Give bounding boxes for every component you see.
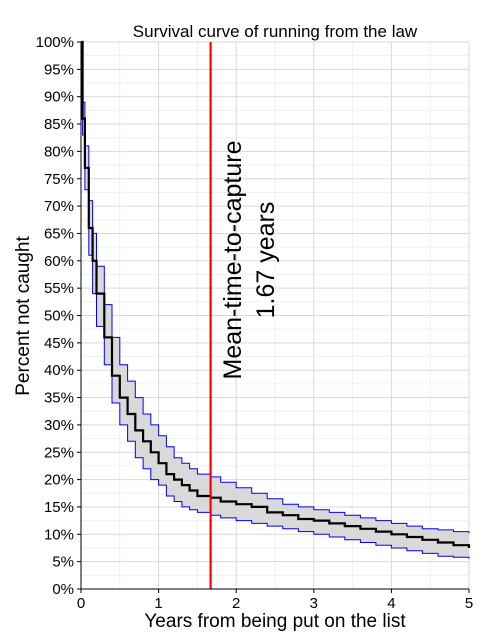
- y-tick-label: 40%: [44, 362, 74, 379]
- x-tick-label: 3: [310, 595, 318, 612]
- y-tick-label: 10%: [44, 526, 74, 543]
- annotation-line-2: 1.67 years: [252, 202, 280, 319]
- y-tick-label: 55%: [44, 280, 74, 297]
- x-axis-title: Years from being put on the list: [144, 611, 406, 632]
- y-tick-label: 45%: [44, 335, 74, 352]
- y-tick-label: 85%: [44, 116, 74, 133]
- y-tick-label: 15%: [44, 499, 74, 516]
- chart-title: Survival curve of running from the law: [133, 22, 418, 41]
- y-tick-label: 70%: [44, 198, 74, 215]
- y-axis-title: Percent not caught: [13, 236, 34, 396]
- y-tick-label: 0%: [52, 581, 74, 598]
- y-axis-ticks: 0% 5% 10% 15% 20% 25% 30% 35% 40% 45% 50% 55% 60% 65%…: [36, 34, 81, 598]
- survival-estimate-line: [81, 40, 471, 548]
- minor-gridlines: [81, 42, 469, 589]
- y-tick-label: 95%: [44, 61, 74, 78]
- x-tick-label: 2: [232, 595, 240, 612]
- y-tick-label: 80%: [44, 143, 74, 160]
- y-tick-label: 75%: [44, 171, 74, 188]
- y-tick-label: 100%: [36, 34, 74, 51]
- x-tick-label: 5: [465, 595, 473, 612]
- y-tick-label: 35%: [44, 390, 74, 407]
- y-tick-label: 65%: [44, 225, 74, 242]
- y-tick-label: 5%: [52, 554, 74, 571]
- y-tick-label: 50%: [44, 308, 74, 325]
- y-tick-label: 25%: [44, 444, 74, 461]
- x-tick-label: 4: [387, 595, 395, 612]
- lower-bound-line: [81, 41, 470, 559]
- y-tick-label: 30%: [44, 417, 74, 434]
- annotation-line-1: Mean-time-to-capture: [219, 141, 247, 380]
- y-tick-label: 90%: [44, 89, 74, 106]
- y-tick-label: 60%: [44, 253, 74, 270]
- x-tick-label: 1: [154, 595, 162, 612]
- y-tick-label: 20%: [44, 472, 74, 489]
- x-axis-ticks: 0 1 2 3 4 5: [77, 589, 473, 612]
- x-tick-label: 0: [77, 595, 85, 612]
